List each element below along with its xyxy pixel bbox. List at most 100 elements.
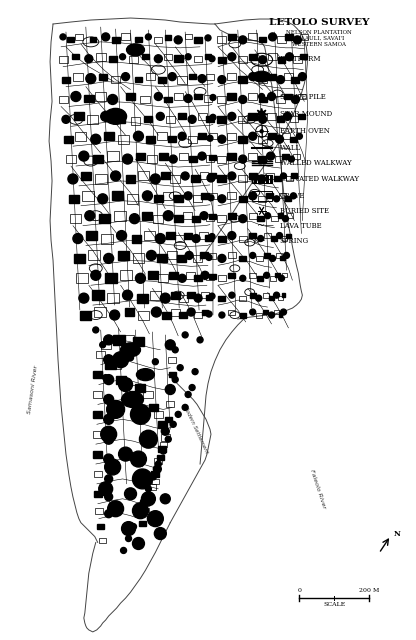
Bar <box>218 275 226 281</box>
Ellipse shape <box>126 44 144 56</box>
Circle shape <box>228 113 236 120</box>
Circle shape <box>136 512 141 518</box>
Circle shape <box>267 93 275 100</box>
Circle shape <box>151 474 156 480</box>
Bar <box>137 294 148 303</box>
Bar <box>259 97 267 102</box>
Bar <box>76 273 88 284</box>
Bar <box>205 235 213 241</box>
Circle shape <box>267 152 275 160</box>
Bar <box>277 213 283 218</box>
Bar <box>106 293 119 303</box>
Bar <box>259 37 266 42</box>
Bar <box>203 95 213 102</box>
Bar <box>239 256 246 261</box>
Bar <box>169 372 176 377</box>
Bar <box>135 37 142 42</box>
Bar <box>141 508 149 514</box>
Circle shape <box>165 385 175 394</box>
Bar <box>121 33 130 40</box>
Circle shape <box>209 234 215 239</box>
Bar <box>270 175 272 183</box>
Bar <box>184 232 192 239</box>
Circle shape <box>102 33 110 41</box>
Circle shape <box>131 451 146 467</box>
Bar <box>248 113 257 120</box>
Circle shape <box>108 500 124 516</box>
Bar <box>74 254 85 263</box>
Circle shape <box>264 273 270 278</box>
Bar <box>194 275 202 281</box>
Circle shape <box>297 133 302 140</box>
Circle shape <box>160 293 170 303</box>
Circle shape <box>209 293 215 299</box>
Bar <box>158 421 167 428</box>
Bar <box>126 93 135 100</box>
Bar <box>185 35 192 40</box>
Bar <box>201 292 209 298</box>
Bar <box>206 155 215 161</box>
Circle shape <box>207 174 215 182</box>
Circle shape <box>182 332 188 338</box>
Bar <box>256 312 262 317</box>
Bar <box>159 152 168 159</box>
Ellipse shape <box>121 343 141 356</box>
Bar <box>274 177 281 181</box>
Bar <box>270 276 275 281</box>
Bar <box>163 192 173 200</box>
Bar <box>177 76 187 84</box>
Bar <box>194 37 202 43</box>
Bar <box>210 214 216 219</box>
Bar <box>206 275 214 280</box>
Bar <box>228 212 236 219</box>
Circle shape <box>98 194 108 204</box>
Circle shape <box>277 76 285 84</box>
Bar <box>174 93 183 100</box>
Circle shape <box>282 216 288 221</box>
Bar <box>118 251 129 260</box>
Bar <box>270 236 277 241</box>
Circle shape <box>123 154 133 164</box>
Ellipse shape <box>121 392 144 408</box>
Bar <box>116 116 125 123</box>
Bar <box>165 35 171 40</box>
Circle shape <box>165 340 175 350</box>
Circle shape <box>68 174 78 184</box>
Bar <box>59 56 69 63</box>
Bar <box>274 310 279 314</box>
Bar <box>133 253 144 264</box>
Circle shape <box>86 74 96 84</box>
Bar <box>271 216 278 221</box>
Bar <box>249 212 257 219</box>
Circle shape <box>111 171 121 181</box>
Bar <box>152 479 159 484</box>
Bar <box>64 136 73 143</box>
Bar <box>238 136 247 143</box>
Circle shape <box>105 509 113 518</box>
Circle shape <box>105 493 113 500</box>
Bar <box>119 270 131 280</box>
Circle shape <box>169 155 177 163</box>
Bar <box>167 252 177 259</box>
Circle shape <box>163 211 173 221</box>
Bar <box>135 77 142 82</box>
Text: PALAULI, SAVAI'I: PALAULI, SAVAI'I <box>294 36 344 41</box>
Circle shape <box>249 73 257 81</box>
Circle shape <box>134 131 144 141</box>
Circle shape <box>100 342 106 348</box>
Bar <box>193 255 201 262</box>
Text: WALLED WALKWAY: WALLED WALKWAY <box>280 159 351 167</box>
Text: STONE PILE: STONE PILE <box>280 93 325 100</box>
Circle shape <box>174 36 182 44</box>
Circle shape <box>71 92 81 102</box>
Bar <box>114 211 126 221</box>
Text: 0: 0 <box>297 588 301 593</box>
Circle shape <box>210 95 216 100</box>
Bar <box>238 76 247 83</box>
Bar <box>95 92 106 101</box>
Bar <box>90 37 96 42</box>
Circle shape <box>156 113 164 120</box>
Text: SCALE: SCALE <box>323 602 345 607</box>
Circle shape <box>151 174 160 184</box>
Bar <box>131 117 141 125</box>
